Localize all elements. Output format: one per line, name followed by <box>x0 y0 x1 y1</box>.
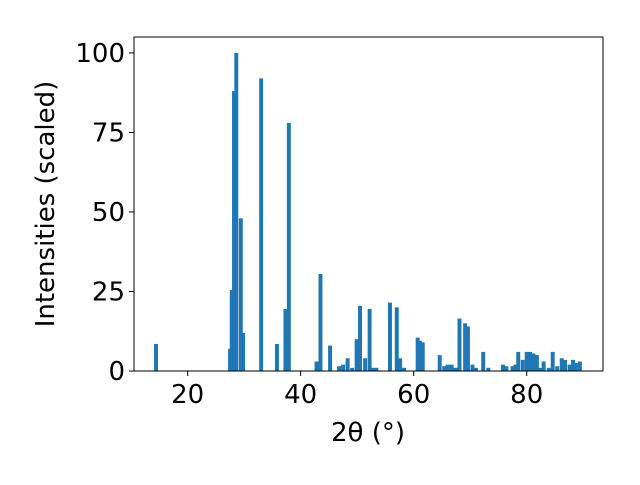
bar <box>501 364 505 371</box>
bar <box>341 364 346 371</box>
y-tick-label: 0 <box>108 357 125 387</box>
bar <box>354 339 359 371</box>
bar <box>473 367 478 371</box>
bar <box>350 367 355 371</box>
bar <box>486 367 491 371</box>
bar <box>516 351 521 371</box>
bar <box>546 367 551 371</box>
bar <box>463 323 468 371</box>
bar <box>541 361 546 371</box>
bar <box>453 367 458 371</box>
bar <box>234 52 239 372</box>
bar <box>520 359 525 371</box>
bar <box>318 273 323 371</box>
bar <box>337 366 342 371</box>
bar <box>559 358 564 371</box>
bar <box>534 355 539 371</box>
bar <box>417 340 422 371</box>
bar <box>420 342 425 371</box>
bar <box>415 337 420 371</box>
bar <box>402 367 407 371</box>
bar <box>449 364 454 371</box>
bar <box>394 307 399 371</box>
bar <box>538 367 543 371</box>
bar <box>283 308 288 371</box>
bar <box>577 361 582 371</box>
bars-group <box>154 52 582 372</box>
bar <box>229 289 234 371</box>
bar <box>387 302 392 371</box>
bar <box>345 358 350 371</box>
bar <box>524 351 529 371</box>
y-tick-label: 50 <box>92 198 125 228</box>
x-axis-label: 2θ (°) <box>331 418 405 448</box>
bar <box>563 359 568 371</box>
bar <box>573 363 578 371</box>
bar <box>555 366 560 371</box>
bar <box>259 78 264 371</box>
bar <box>470 364 475 371</box>
bar <box>513 364 518 371</box>
bar <box>154 343 159 371</box>
bar <box>567 364 572 371</box>
bar <box>445 364 450 371</box>
bar <box>238 218 243 371</box>
bar <box>314 361 319 371</box>
bar <box>465 326 470 371</box>
bar <box>504 366 509 371</box>
bar <box>437 355 442 371</box>
x-tick-label: 60 <box>397 380 430 410</box>
y-tick-label: 75 <box>92 118 125 148</box>
bar <box>286 122 291 371</box>
bar <box>571 359 576 371</box>
bar <box>232 91 236 371</box>
bar <box>367 308 372 371</box>
bar <box>531 353 536 371</box>
bar <box>274 343 279 371</box>
bar <box>328 345 333 371</box>
bar <box>442 366 447 371</box>
y-axis-ticks: 0 25 50 75 100 <box>75 39 134 387</box>
y-tick-label: 25 <box>92 277 125 307</box>
x-axis-ticks: 20 40 60 80 <box>171 371 543 410</box>
bar <box>363 358 368 371</box>
bar <box>510 366 515 371</box>
bar <box>457 318 462 371</box>
plot-frame <box>133 36 604 372</box>
bar <box>481 351 486 371</box>
bar <box>550 351 555 371</box>
x-tick-label: 40 <box>284 380 317 410</box>
bar <box>374 367 379 371</box>
y-tick-label: 100 <box>75 39 125 69</box>
bar <box>241 332 246 371</box>
bar <box>528 351 533 371</box>
x-tick-label: 80 <box>510 380 543 410</box>
bar <box>358 305 363 371</box>
y-axis-label: Intensities (scaled) <box>31 81 61 328</box>
bar <box>371 367 375 371</box>
bar <box>398 358 403 371</box>
x-tick-label: 20 <box>171 380 204 410</box>
